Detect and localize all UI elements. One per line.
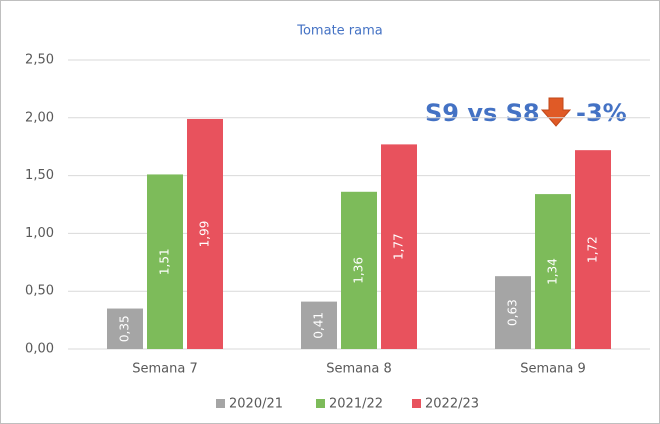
legend-label: 2021/22 <box>329 397 383 412</box>
y-tick-label: 2,00 <box>25 110 54 125</box>
bar <box>301 301 337 349</box>
y-tick-label: 0,50 <box>25 284 54 299</box>
x-tick-label: Semana 9 <box>520 362 586 377</box>
bar <box>495 276 531 349</box>
data-label: 1,34 <box>546 258 560 285</box>
bar <box>147 174 183 349</box>
x-tick-label: Semana 7 <box>132 362 198 377</box>
bar <box>187 118 223 350</box>
bar <box>341 191 377 349</box>
data-label: 1,72 <box>586 236 600 263</box>
data-label: 1,99 <box>198 221 212 248</box>
y-tick-label: 2,50 <box>25 53 54 68</box>
data-label: 1,77 <box>392 233 406 260</box>
annotation: S9 vs S8 <box>425 99 540 127</box>
x-tick-label: Semana 8 <box>326 362 392 377</box>
bar <box>381 144 417 349</box>
annotation: -3% <box>576 99 627 127</box>
data-label: 0,35 <box>118 315 132 342</box>
y-tick-label: 1,50 <box>25 168 54 183</box>
data-label: 1,51 <box>158 248 172 275</box>
data-label: 0,41 <box>312 312 326 339</box>
legend-swatch <box>216 399 225 408</box>
data-label: 1,36 <box>352 257 366 284</box>
bar <box>107 308 143 349</box>
bar <box>535 194 571 349</box>
chart-title: Tomate rama <box>296 24 382 39</box>
legend-label: 2022/23 <box>425 397 479 412</box>
legend-label: 2020/21 <box>229 397 283 412</box>
legend-swatch <box>316 399 325 408</box>
bar <box>575 150 611 349</box>
y-tick-label: 1,00 <box>25 226 54 241</box>
data-label: 0,63 <box>506 299 520 326</box>
legend-swatch <box>412 399 421 408</box>
y-tick-label: 0,00 <box>25 342 54 357</box>
